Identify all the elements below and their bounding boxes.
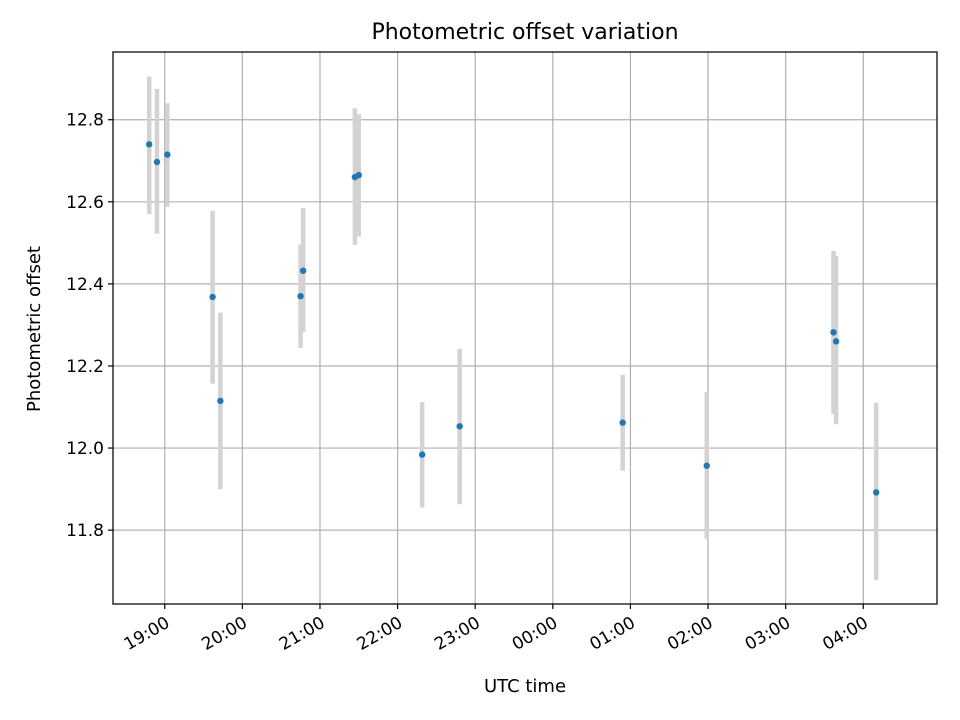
data-point (164, 151, 171, 158)
x-tick-label: 20:00 (198, 613, 250, 655)
y-axis-ticks: 11.8 12.0 12.2 12.4 12.6 12.8 (66, 111, 113, 541)
data-point (209, 293, 216, 301)
x-tick-label: 23:00 (431, 613, 483, 655)
data-point (217, 397, 224, 405)
data-points (146, 141, 880, 496)
data-point (830, 329, 837, 336)
data-point (456, 423, 463, 430)
x-tick-label: 02:00 (664, 613, 716, 655)
data-point (153, 158, 161, 166)
x-tick-label: 04:00 (819, 613, 871, 655)
y-axis-label: Photometric offset (24, 246, 45, 412)
data-point (619, 419, 626, 426)
x-tick-label: 01:00 (586, 613, 638, 655)
errorbars (146, 76, 879, 581)
y-tick-label: 12.8 (66, 111, 104, 131)
data-point (355, 171, 362, 179)
x-tick-label: 22:00 (354, 613, 406, 655)
data-point (703, 462, 710, 469)
y-tick-label: 12.0 (66, 439, 104, 459)
y-tick-label: 11.8 (66, 521, 104, 541)
x-axis-ticks: 19:00 20:00 21:00 22:00 23:00 00:00 01:00 02:00… (121, 604, 872, 655)
data-point (297, 292, 304, 300)
data-point (832, 338, 840, 345)
y-tick-label: 12.6 (66, 193, 104, 213)
chart-title: Photometric offset variation (371, 20, 678, 45)
x-tick-label: 19:00 (121, 613, 173, 655)
y-tick-label: 12.2 (66, 357, 104, 377)
x-tick-label: 03:00 (742, 613, 794, 655)
x-tick-label: 00:00 (509, 613, 561, 655)
y-tick-label: 12.4 (66, 275, 104, 295)
x-axis-label: UTC time (484, 676, 566, 697)
data-point (299, 267, 307, 274)
data-point (418, 451, 426, 458)
data-point (146, 141, 153, 148)
data-point (873, 489, 880, 496)
x-tick-label: 21:00 (276, 613, 328, 655)
plot-frame (112, 51, 938, 605)
grid (113, 52, 937, 604)
